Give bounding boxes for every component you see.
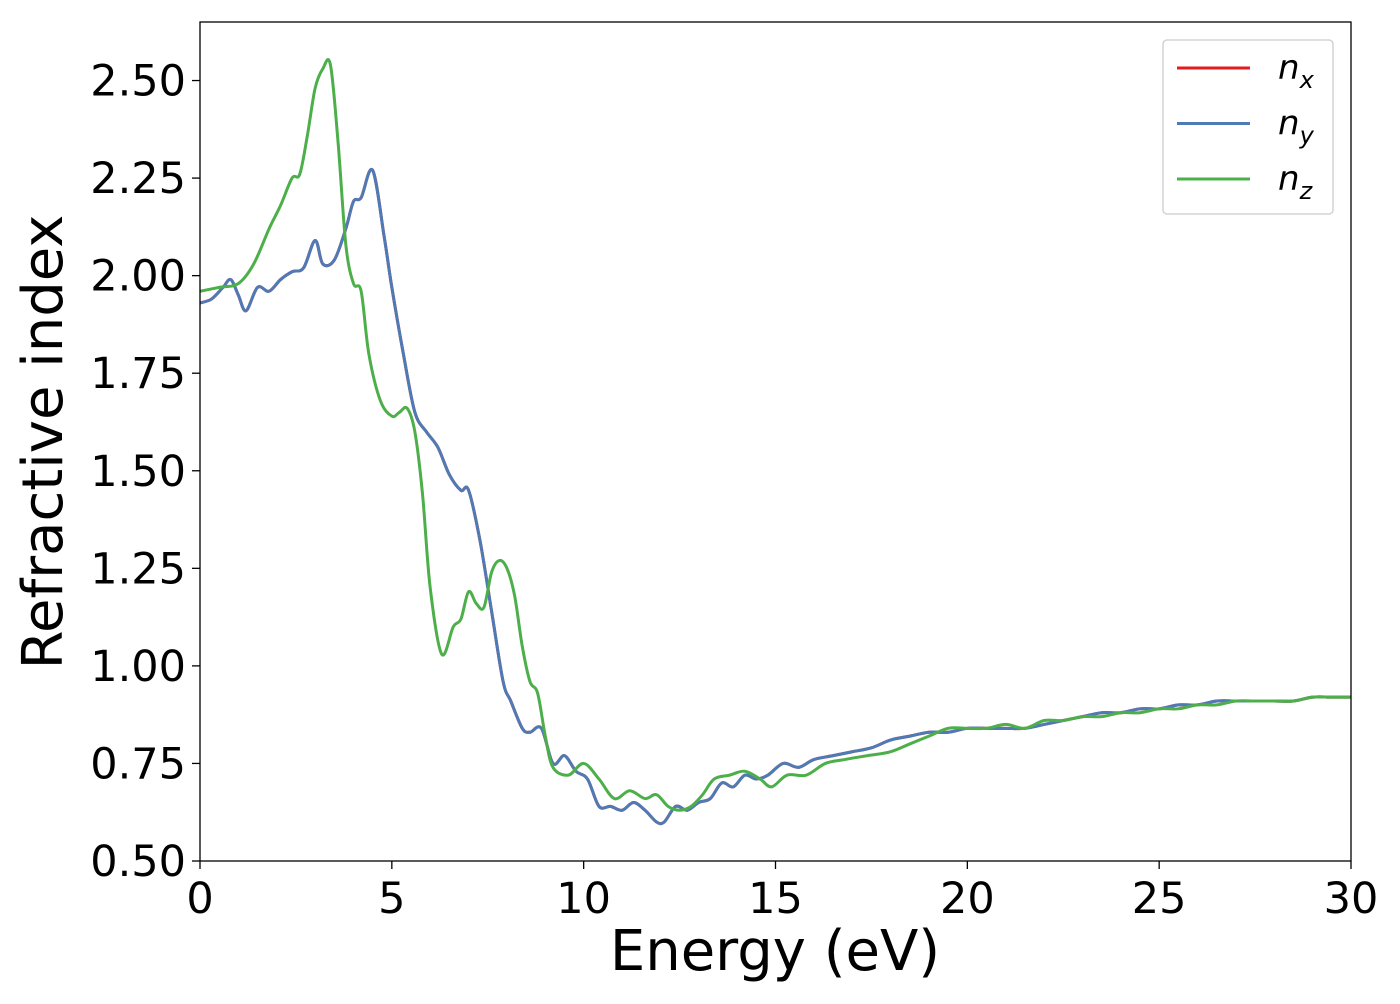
x-tick-label: 25	[1132, 874, 1187, 924]
plot-area	[200, 58, 1351, 826]
x-tick-label: 0	[186, 874, 213, 924]
y-tick-label: 1.75	[90, 349, 186, 399]
y-tick-label: 2.00	[90, 252, 186, 302]
legend-label-z: nz	[1278, 159, 1314, 205]
y-axis-label: Refractive index	[11, 215, 76, 670]
series-line-y	[200, 167, 1351, 826]
series-line-z	[200, 58, 1351, 812]
axes: 0 5 10 15 20 25 30 0.50 0.75 1.00 1.25 1.50 1.75 2.00…	[90, 21, 1379, 924]
y-tick-label: 1.50	[90, 447, 186, 497]
x-axis-label: Energy (eV)	[610, 919, 940, 984]
x-tick-label: 20	[940, 874, 995, 924]
y-tick-label: 2.25	[90, 154, 186, 204]
y-tick-label: 0.75	[90, 739, 186, 789]
y-tick-label: 1.25	[90, 544, 186, 594]
x-tick-label: 5	[378, 874, 405, 924]
legend-label-y: ny	[1278, 104, 1315, 150]
y-tick-label: 2.50	[90, 57, 186, 107]
series-line-x	[200, 167, 1351, 826]
x-tick-label: 30	[1324, 874, 1379, 924]
y-tick-label: 1.00	[90, 642, 186, 692]
legend-box	[1162, 39, 1334, 215]
x-tick-label: 15	[748, 874, 803, 924]
legend-label-x: nx	[1278, 48, 1315, 94]
legend: nx ny nz	[1162, 39, 1334, 215]
x-tick-label: 10	[556, 874, 611, 924]
y-tick-label: 0.50	[90, 837, 186, 887]
